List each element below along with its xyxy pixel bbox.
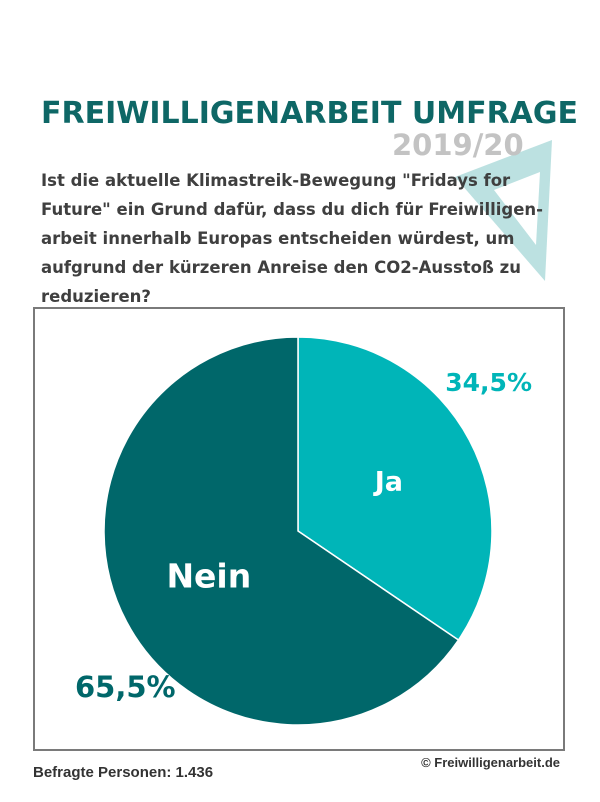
value-label-ja: 34,5% xyxy=(445,368,532,397)
slice-label-nein: Nein xyxy=(166,557,251,596)
pie-slice-nein xyxy=(103,336,460,726)
pie-chart: Ja 34,5% Nein 65,5% xyxy=(75,336,532,726)
decorative-triangle-logo xyxy=(455,140,552,281)
slice-label-ja: Ja xyxy=(373,466,403,497)
page-title: FREIWILLIGENARBEIT UMFRAGE xyxy=(41,96,579,131)
copyright-notice: © Freiwilligenarbeit.de xyxy=(421,755,560,770)
value-label-nein: 65,5% xyxy=(75,670,176,704)
pie-slice-ja xyxy=(297,336,493,642)
survey-question: Ist die aktuelle Klimastreik-Bewegung "F… xyxy=(41,171,544,306)
chart-frame: Ja 34,5% Nein 65,5% xyxy=(33,307,565,751)
survey-year: 2019/20 xyxy=(392,128,524,162)
respondent-count: Befragte Personen: 1.436 xyxy=(33,764,214,781)
